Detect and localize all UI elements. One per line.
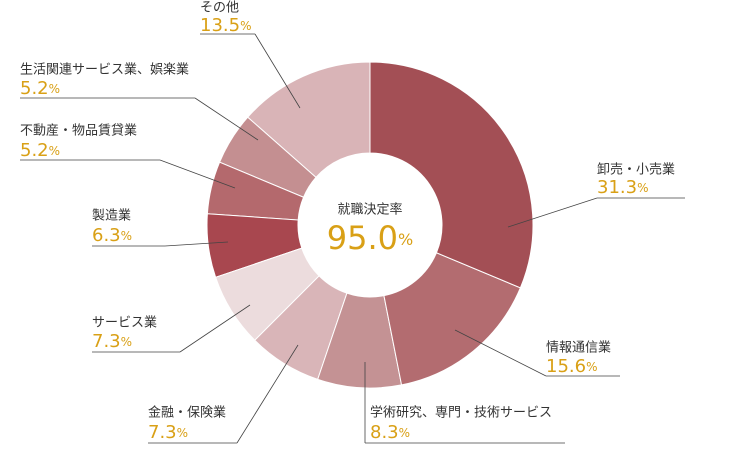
slice-label: 金融・保険業 [148, 405, 226, 421]
leader-line [200, 33, 301, 109]
value-label: 5.2% [20, 140, 60, 161]
center-value: 95.0% [327, 219, 413, 257]
center-label: 就職決定率 [337, 202, 402, 218]
slice-label: 生活関連サービス業、娯楽業 [20, 62, 189, 78]
leader-line [92, 304, 251, 353]
slice-label: 不動産・物品賃貸業 [20, 123, 137, 139]
slice-label: 製造業 [92, 208, 131, 224]
value-label: 8.3% [370, 422, 410, 443]
value-label: 7.3% [92, 331, 132, 352]
slice-label: サービス業 [92, 315, 157, 331]
value-label: 6.3% [92, 225, 132, 246]
leader-line [364, 362, 565, 444]
slice-label: その他 [200, 1, 239, 16]
leader-line [20, 159, 236, 189]
value-label: 7.3% [148, 422, 188, 443]
slice [214, 247, 320, 341]
slice [206, 213, 303, 278]
slice [254, 275, 348, 381]
value-label: 13.5% [200, 15, 251, 36]
slice [369, 61, 534, 289]
value-label: 5.2% [20, 78, 60, 99]
slice [218, 116, 317, 198]
leader-line [92, 241, 229, 247]
slice-label: 卸売・小売業 [597, 162, 675, 178]
slice-label: 情報通信業 [546, 340, 611, 356]
leader-line [454, 329, 620, 377]
value-label: 31.3% [597, 177, 648, 198]
value-label: 15.6% [546, 356, 597, 377]
slice [206, 161, 305, 221]
slice [383, 252, 522, 386]
leader-line [507, 197, 685, 228]
slice-label: 学術研究、専門・技術サービス [370, 405, 552, 421]
leader-line [148, 344, 299, 444]
slice [317, 292, 403, 389]
leader-line [20, 97, 259, 141]
